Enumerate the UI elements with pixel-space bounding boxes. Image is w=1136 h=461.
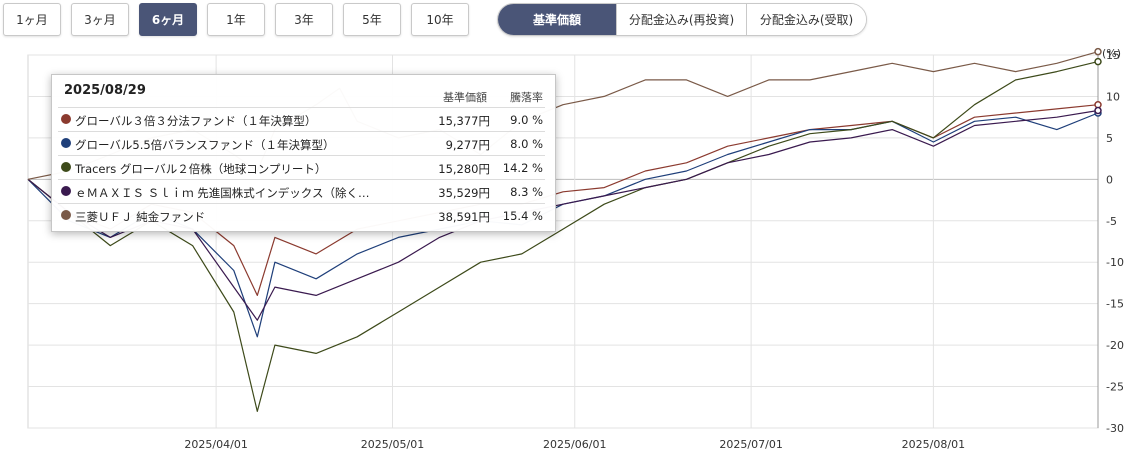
fund-change: 14.2 %: [502, 161, 543, 175]
fund-change: 9.0 %: [510, 113, 543, 127]
series-color-dot: [61, 162, 71, 172]
fund-price: 15,280円: [438, 162, 490, 176]
y-tick-label: 0: [1106, 173, 1113, 186]
tooltip-row: Tracers グローバル２倍株（地球コンプリート） 15,280円 14.2 …: [58, 155, 545, 179]
period-1m-button[interactable]: 1ヶ月: [3, 3, 61, 36]
tooltip-row: グローバル３倍３分法ファンド（１年決算型） 15,377円 9.0 %: [58, 107, 545, 131]
reinvest-tab[interactable]: 分配金込み(再投資): [616, 4, 746, 35]
fund-change: 15.4 %: [502, 209, 543, 223]
x-tick-label: 2025/06/01: [543, 438, 606, 451]
fund-change: 8.3 %: [510, 185, 543, 199]
period-10y-button[interactable]: 10年: [411, 3, 469, 36]
period-3m-button[interactable]: 3ヶ月: [71, 3, 129, 36]
tooltip-row: 三菱ＵＦＪ 純金ファンド 38,591円 15.4 %: [58, 203, 545, 227]
period-selector: 1ヶ月 3ヶ月 6ヶ月 1年 3年 5年 10年: [3, 3, 469, 36]
fund-name: Tracers グローバル２倍株（地球コンプリート）: [75, 162, 327, 176]
tooltip-row: グローバル5.5倍バランスファンド（１年決算型） 9,277円 8.0 %: [58, 131, 545, 155]
tooltip-row: ｅＭＡＸＩＳ Ｓｌｉｍ 先進国株式インデックス（除く… 35,529円 8.3 …: [58, 179, 545, 203]
tooltip-date: 2025/08/29: [64, 83, 146, 98]
fund-name: グローバル３倍３分法ファンド（１年決算型）: [75, 114, 317, 128]
x-tick-label: 2025/04/01: [184, 438, 247, 451]
y-tick-label: -30: [1106, 422, 1124, 435]
y-tick-label: -25: [1106, 381, 1124, 394]
y-tick-label: -20: [1106, 339, 1124, 352]
fund-price: 15,377円: [438, 114, 490, 128]
y-tick-label: 10: [1106, 90, 1120, 103]
chart-tooltip: 2025/08/29 基準価額 騰落率 グローバル３倍３分法ファンド（１年決算型…: [51, 74, 556, 232]
tooltip-price-header: 基準価額: [443, 91, 487, 104]
series-color-dot: [61, 210, 71, 220]
y-tick-label: 5: [1106, 132, 1113, 145]
receive-tab[interactable]: 分配金込み(受取): [746, 4, 866, 35]
x-tick-label: 2025/07/01: [719, 438, 782, 451]
fund-price: 35,529円: [438, 186, 490, 200]
series-color-dot: [61, 138, 71, 148]
series-color-dot: [61, 186, 71, 196]
y-axis-unit: (%): [1102, 47, 1121, 60]
fund-name: 三菱ＵＦＪ 純金ファンド: [75, 210, 206, 224]
series-color-dot: [61, 114, 71, 124]
y-tick-label: 15: [1106, 49, 1120, 62]
fund-price: 38,591円: [438, 210, 490, 224]
price-type-selector: 基準価額 分配金込み(再投資) 分配金込み(受取): [497, 3, 867, 36]
x-tick-label: 2025/05/01: [361, 438, 424, 451]
period-3y-button[interactable]: 3年: [275, 3, 333, 36]
tooltip-change-header: 騰落率: [510, 91, 543, 104]
period-1y-button[interactable]: 1年: [207, 3, 265, 36]
series-endpoint-marker: [1094, 106, 1102, 115]
series-line: [27, 61, 1099, 412]
fund-price: 9,277円: [445, 138, 490, 152]
period-5y-button[interactable]: 5年: [343, 3, 401, 36]
fund-name: ｅＭＡＸＩＳ Ｓｌｉｍ 先進国株式インデックス（除く…: [75, 186, 370, 200]
period-6m-button[interactable]: 6ヶ月: [139, 3, 197, 36]
fund-change: 8.0 %: [510, 137, 543, 151]
base-price-tab[interactable]: 基準価額: [498, 4, 616, 35]
y-tick-label: -15: [1106, 298, 1124, 311]
x-tick-label: 2025/08/01: [902, 438, 965, 451]
fund-name: グローバル5.5倍バランスファンド（１年決算型）: [75, 138, 335, 152]
y-tick-label: -10: [1106, 256, 1124, 269]
series-endpoint-marker: [1094, 47, 1102, 56]
series-endpoint-marker: [1094, 57, 1102, 66]
y-tick-label: -5: [1106, 215, 1117, 228]
